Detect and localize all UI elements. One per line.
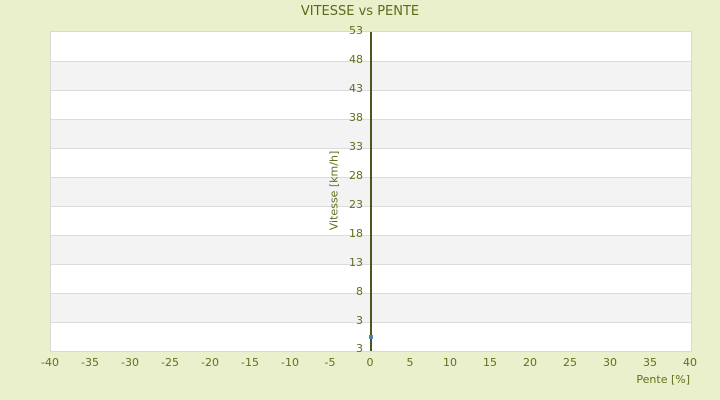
x-axis-title: Pente [%] [636,373,690,386]
x-tick-label: -10 [281,356,299,369]
x-tick-label: -15 [241,356,259,369]
y-tick-label: 18 [349,227,363,240]
y-tick-label: 28 [349,169,363,182]
y-tick-label: 53 [349,24,363,37]
y-axis-title: Vitesse [km/h] [327,150,341,231]
x-tick-label: -5 [324,356,336,369]
y-tick-label: 23 [349,198,363,211]
x-tick-label: -40 [41,356,59,369]
y-tick-label: 8 [356,285,363,298]
x-tick-label: -20 [201,356,219,369]
x-tick-label: -30 [121,356,139,369]
y-axis-line [370,32,372,351]
x-tick-label: 5 [406,356,414,369]
y-tick-label: 3 [356,314,363,327]
chart-title: VITESSE vs PENTE [300,4,420,19]
y-tick-label: 48 [349,53,363,66]
x-tick-label: -25 [161,356,179,369]
x-tick-label: 15 [483,356,497,369]
x-tick-label: 35 [643,356,657,369]
x-tick-label: -35 [81,356,99,369]
y-axis-title-box: Vitesse [km/h] [326,31,342,350]
x-tick-label: 40 [683,356,697,369]
y-tick-label: 38 [349,111,363,124]
y-tick-label: 13 [349,256,363,269]
x-tick-label: 25 [563,356,577,369]
x-tick-label: 30 [603,356,617,369]
x-tick-label: 0 [366,356,374,369]
x-tick-label: 10 [443,356,457,369]
y-tick-label: 43 [349,82,363,95]
x-tick-label: 20 [523,356,537,369]
y-tick-label: 33 [349,140,363,153]
plot-area [50,31,692,352]
y-axis-min-label: 3 [356,342,363,355]
data-point[interactable] [369,334,373,339]
